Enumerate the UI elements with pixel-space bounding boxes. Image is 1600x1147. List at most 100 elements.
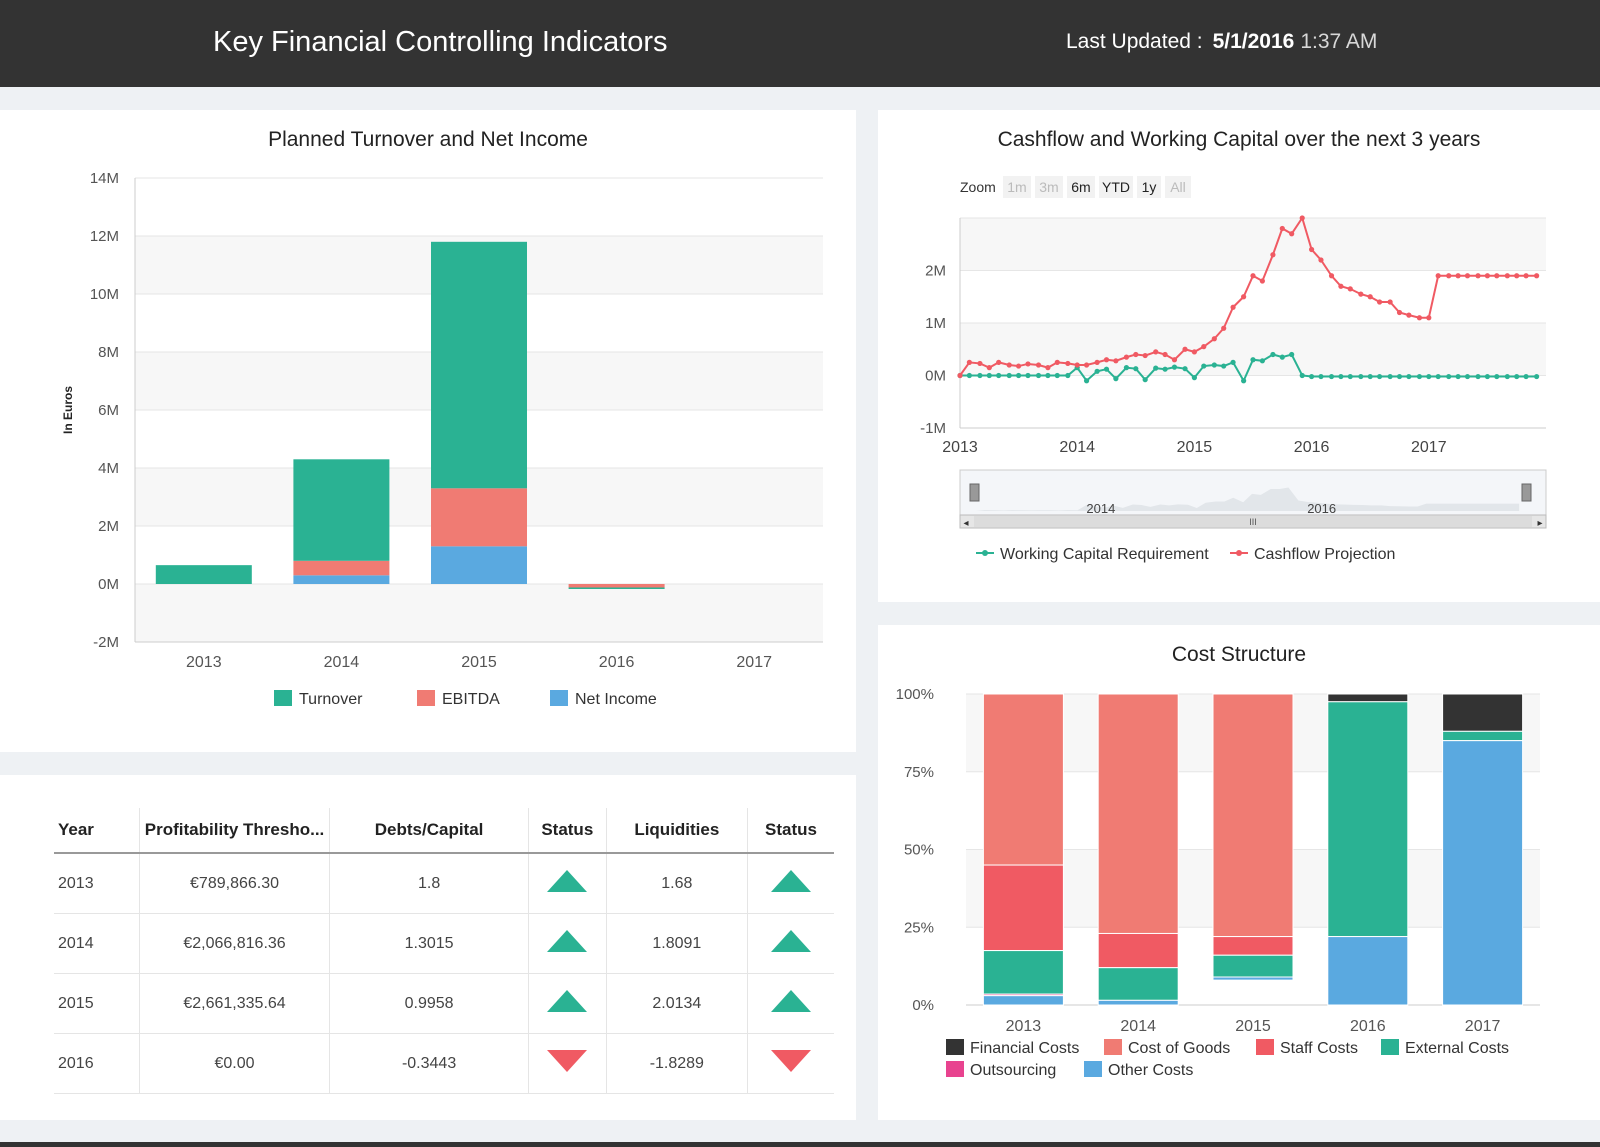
bar-external-costs[interactable]	[1212, 954, 1294, 978]
legend-swatch[interactable]	[550, 690, 568, 706]
data-point[interactable]	[1006, 362, 1012, 368]
data-point[interactable]	[996, 359, 1002, 365]
bar-other-costs[interactable]	[1327, 936, 1409, 1006]
data-point[interactable]	[1006, 372, 1012, 379]
data-point[interactable]	[1475, 373, 1481, 380]
legend-swatch[interactable]	[946, 1061, 964, 1077]
legend-swatch[interactable]	[274, 690, 292, 706]
data-point[interactable]	[1182, 346, 1188, 352]
table-row[interactable]: 2014 €2,066,816.36 1.3015 1.8091	[54, 913, 834, 974]
data-point[interactable]	[1289, 351, 1295, 358]
legend-label[interactable]: Working Capital Requirement	[1000, 546, 1209, 563]
data-point[interactable]	[1367, 373, 1373, 380]
data-point[interactable]	[1347, 286, 1353, 292]
data-point[interactable]	[1162, 366, 1168, 372]
zoom-button-label[interactable]: 3m	[1039, 179, 1058, 195]
data-point[interactable]	[1016, 363, 1022, 369]
data-point[interactable]	[986, 365, 992, 371]
data-point[interactable]	[1309, 246, 1315, 253]
legend-swatch[interactable]	[946, 1039, 964, 1055]
data-point[interactable]	[1475, 273, 1481, 279]
data-point[interactable]	[1455, 273, 1461, 279]
data-point[interactable]	[1494, 273, 1500, 279]
zoom-button-3m[interactable]	[1035, 176, 1063, 198]
data-point[interactable]	[966, 359, 972, 365]
data-point[interactable]	[1426, 315, 1432, 321]
data-point[interactable]	[1142, 377, 1148, 383]
data-point[interactable]	[1464, 273, 1471, 279]
legend-label[interactable]: External Costs	[1405, 1040, 1509, 1057]
data-point[interactable]	[1318, 373, 1324, 380]
data-point[interactable]	[966, 372, 972, 379]
zoom-button-label[interactable]: All	[1170, 179, 1186, 195]
data-point[interactable]	[1201, 344, 1207, 350]
legend-marker-icon[interactable]	[982, 550, 988, 556]
data-point[interactable]	[1259, 278, 1265, 284]
data-point[interactable]	[1504, 273, 1510, 279]
zoom-button-all[interactable]	[1165, 176, 1191, 198]
data-point[interactable]	[1484, 273, 1490, 279]
data-point[interactable]	[1328, 373, 1335, 380]
data-point[interactable]	[1201, 363, 1207, 369]
legend-label[interactable]: Staff Costs	[1280, 1040, 1358, 1057]
data-point[interactable]	[1446, 373, 1452, 380]
data-point[interactable]	[1065, 372, 1071, 379]
legend-swatch[interactable]	[1381, 1039, 1399, 1055]
legend-label[interactable]: Financial Costs	[970, 1040, 1079, 1057]
legend-label[interactable]: Turnover	[299, 691, 363, 708]
zoom-button-label[interactable]: 1y	[1142, 179, 1157, 195]
data-point[interactable]	[1426, 373, 1432, 380]
navigator-handle[interactable]	[969, 483, 980, 502]
data-point[interactable]	[1045, 365, 1051, 371]
zoom-button-label[interactable]: 6m	[1071, 179, 1090, 195]
navigator-handle[interactable]	[1521, 483, 1532, 502]
legend-label[interactable]: Other Costs	[1108, 1062, 1193, 1079]
col-year-header[interactable]: Year	[54, 808, 140, 854]
data-point[interactable]	[977, 360, 983, 367]
data-point[interactable]	[1025, 372, 1031, 379]
data-point[interactable]	[1025, 361, 1031, 367]
data-point[interactable]	[1113, 376, 1119, 382]
data-point[interactable]	[1376, 299, 1383, 305]
data-point[interactable]	[1523, 373, 1529, 380]
data-point[interactable]	[1416, 373, 1423, 380]
data-point[interactable]	[1230, 359, 1236, 365]
bar-other-costs[interactable]	[982, 995, 1064, 1006]
data-point[interactable]	[1230, 304, 1236, 310]
data-point[interactable]	[1054, 372, 1060, 379]
scrollbar-thumb[interactable]	[974, 516, 1532, 527]
data-point[interactable]	[1406, 373, 1412, 380]
data-point[interactable]	[1358, 373, 1364, 380]
data-point[interactable]	[1494, 373, 1500, 380]
data-point[interactable]	[1514, 373, 1520, 380]
data-point[interactable]	[1133, 366, 1139, 372]
bar-financial-costs[interactable]	[1327, 693, 1409, 703]
data-point[interactable]	[1514, 273, 1520, 279]
data-point[interactable]	[1250, 273, 1256, 279]
data-point[interactable]	[996, 372, 1002, 379]
legend-marker-icon[interactable]	[1236, 550, 1242, 556]
data-point[interactable]	[1387, 299, 1393, 305]
data-point[interactable]	[1153, 349, 1159, 355]
data-point[interactable]	[1387, 373, 1393, 380]
legend-swatch[interactable]	[417, 690, 435, 706]
scroll-right-arrow-icon[interactable]: ▸	[1537, 518, 1542, 529]
legend-label[interactable]: EBITDA	[442, 691, 500, 708]
data-point[interactable]	[1534, 373, 1540, 380]
bar-net-income[interactable]	[293, 575, 390, 584]
data-point[interactable]	[1299, 372, 1305, 379]
data-point[interactable]	[1133, 351, 1139, 358]
data-point[interactable]	[1074, 362, 1080, 368]
table-row[interactable]: 2015 €2,661,335.64 0.9958 2.0134	[54, 973, 834, 1034]
data-point[interactable]	[1045, 372, 1051, 379]
bar-turnover[interactable]	[431, 241, 527, 489]
data-point[interactable]	[1484, 373, 1490, 380]
bar-cost-of-goods[interactable]	[1097, 693, 1179, 934]
data-point[interactable]	[1464, 373, 1471, 380]
col-liquidities-header[interactable]: Liquidities	[605, 808, 748, 854]
table-row[interactable]: 2013 €789,866.30 1.8 1.68	[54, 853, 834, 914]
data-point[interactable]	[1534, 273, 1540, 279]
zoom-button-ytd[interactable]	[1099, 176, 1133, 198]
zoom-button-6m[interactable]	[1067, 176, 1095, 198]
zoom-button-label[interactable]: 1m	[1007, 179, 1026, 195]
